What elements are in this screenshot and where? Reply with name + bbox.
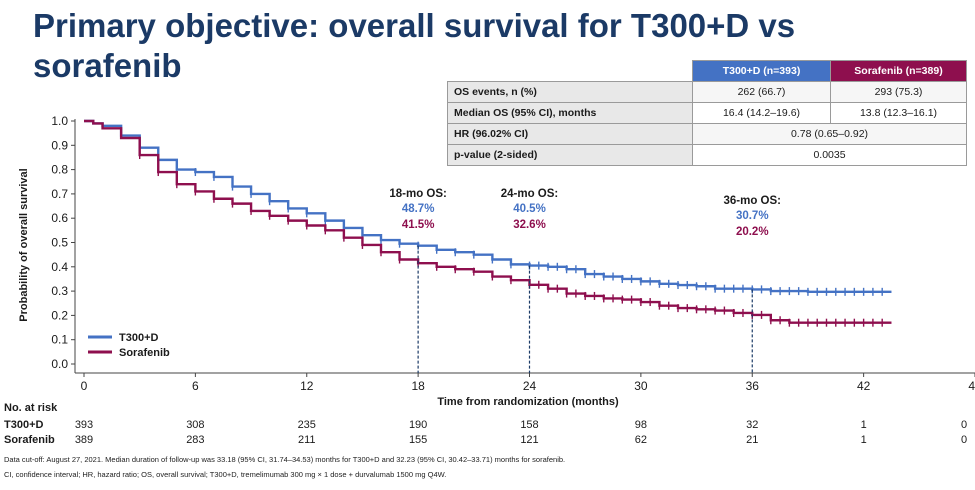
summary-cell-t300d: 16.4 (14.2–19.6) — [692, 102, 831, 124]
km-chart: 0.0 0.1 0.2 0.3 0.4 0.5 0.6 0.7 0.8 0.9 1.0 0 6 12 18 2… — [18, 114, 975, 408]
footnote-data-cutoff: Data cut-off: August 27, 2021. Median du… — [4, 455, 566, 464]
at-risk-value: 211 — [297, 434, 316, 446]
legend: T300+D Sorafenib — [88, 332, 170, 359]
legend-label-sorafenib: Sorafenib — [119, 347, 170, 359]
summary-row-median-os: Median OS (95% CI), months 16.4 (14.2–19… — [447, 102, 967, 124]
x-tick-label: 0 — [81, 379, 88, 393]
y-tick-label: 1.0 — [51, 114, 68, 128]
y-tick-label: 0.9 — [51, 138, 68, 152]
x-tick-label: 12 — [300, 379, 314, 393]
footnote-abbreviations: CI, confidence interval; HR, hazard rati… — [4, 470, 447, 479]
summary-cell-sorafenib: 293 (75.3) — [830, 81, 967, 103]
landmark-value-t300d: 48.7% — [402, 203, 435, 215]
x-tick-label: 24 — [523, 379, 537, 393]
landmark-value-t300d: 30.7% — [736, 210, 769, 222]
series-layer — [84, 119, 892, 327]
at-risk-value: 0 — [961, 434, 968, 446]
y-tick-label: 0.2 — [51, 308, 68, 322]
summary-cell-combined: 0.0035 — [692, 144, 967, 166]
at-risk-value: 1 — [860, 434, 867, 446]
summary-row-label: p-value (2-sided) — [447, 144, 693, 166]
at-risk-value: 190 — [408, 419, 428, 431]
at-risk-value: 389 — [74, 434, 94, 446]
at-risk-value: 0 — [961, 419, 968, 431]
at-risk-value: 32 — [746, 419, 759, 431]
landmark-header: 18-mo OS: — [389, 188, 447, 200]
summary-cell-sorafenib: 13.8 (12.3–16.1) — [830, 102, 967, 124]
x-tick-label: 6 — [192, 379, 199, 393]
at-risk-value: 21 — [746, 434, 759, 446]
at-risk-value: 121 — [520, 434, 539, 446]
at-risk-value: 155 — [408, 434, 428, 446]
summary-header-blank — [447, 60, 693, 82]
annotation-layer: 18-mo OS: 48.7% 41.5% 24-mo OS: 40.5% 32.6% 36… — [389, 188, 781, 373]
x-axis-label: Time from randomization (months) — [437, 396, 619, 408]
x-tick-label: 18 — [411, 379, 425, 393]
y-tick-label: 0.0 — [51, 357, 68, 371]
at-risk-row-label-t300d: T300+D — [4, 419, 44, 431]
summary-row-hr: HR (96.02% CI) 0.78 (0.65–0.92) — [447, 123, 967, 145]
at-risk-title: No. at risk — [4, 402, 58, 414]
y-tick-label: 0.5 — [51, 236, 68, 250]
landmark-header: 36-mo OS: — [723, 195, 781, 207]
landmark-value-sorafenib: 41.5% — [402, 219, 435, 231]
at-risk-value: 393 — [74, 419, 94, 431]
at-risk-value: 158 — [520, 419, 539, 431]
summary-table: T300+D (n=393) Sorafenib (n=389) OS even… — [447, 60, 967, 166]
at-risk-value: 1 — [860, 419, 867, 431]
at-risk-value: 235 — [297, 419, 316, 431]
at-risk-value: 62 — [634, 434, 647, 446]
landmark-value-t300d: 40.5% — [513, 203, 546, 215]
summary-row-label: Median OS (95% CI), months — [447, 102, 693, 124]
landmark-header: 24-mo OS: — [501, 188, 559, 200]
y-tick-label: 0.1 — [51, 333, 68, 347]
at-risk-value: 308 — [186, 419, 205, 431]
x-tick-label: 36 — [746, 379, 760, 393]
slide-title: Primary objective: overall survival for … — [33, 7, 796, 84]
summary-cell-combined: 0.78 (0.65–0.92) — [692, 123, 967, 145]
y-axis-label: Probability of overall survival — [18, 168, 30, 321]
x-tick-label: 48 — [968, 379, 975, 393]
y-tick-label: 0.3 — [51, 284, 68, 298]
y-tick-label: 0.6 — [51, 211, 68, 225]
at-risk-value: 98 — [634, 419, 647, 431]
x-tick-label: 30 — [634, 379, 648, 393]
at-risk-value: 283 — [186, 434, 205, 446]
summary-cell-t300d: 262 (66.7) — [692, 81, 831, 103]
y-tick-label: 0.8 — [51, 163, 68, 177]
legend-label-t300d: T300+D — [119, 332, 158, 344]
axes-layer: 0.0 0.1 0.2 0.3 0.4 0.5 0.6 0.7 0.8 0.9 1.0 0 6 12 18 2… — [51, 114, 975, 393]
summary-row-label: HR (96.02% CI) — [447, 123, 693, 145]
summary-row-p-value: p-value (2-sided) 0.0035 — [447, 144, 967, 166]
x-tick-label: 42 — [857, 379, 871, 393]
at-risk-row-label-sorafenib: Sorafenib — [4, 434, 55, 446]
landmark-value-sorafenib: 32.6% — [513, 219, 546, 231]
y-tick-label: 0.4 — [51, 260, 68, 274]
y-tick-label: 0.7 — [51, 187, 68, 201]
landmark-value-sorafenib: 20.2% — [736, 226, 769, 238]
